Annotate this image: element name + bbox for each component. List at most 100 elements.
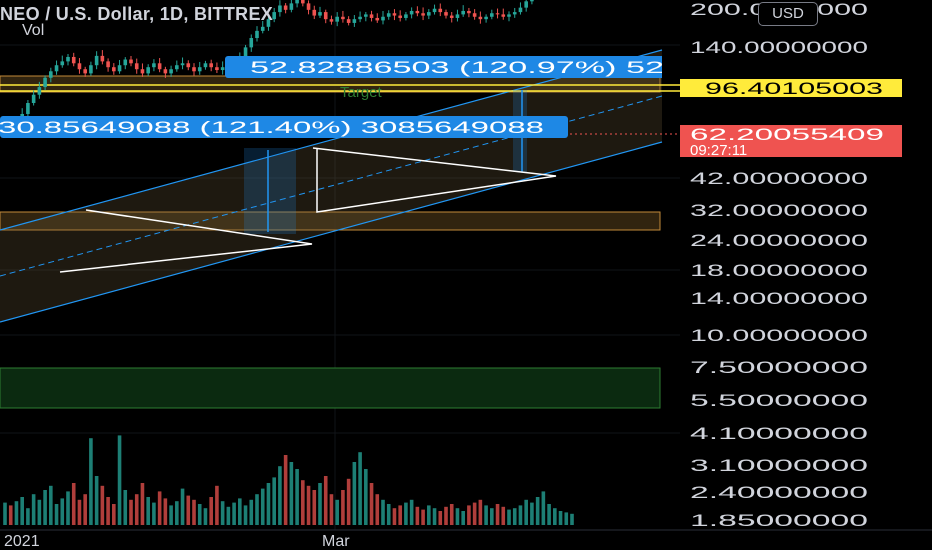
candle-body[interactable]	[301, 0, 305, 4]
candle-body[interactable]	[272, 12, 276, 20]
candle-body[interactable]	[358, 16, 362, 20]
candle-body[interactable]	[404, 14, 408, 18]
candle-body[interactable]	[146, 67, 150, 74]
candle-body[interactable]	[375, 17, 380, 21]
current-price-badge[interactable]	[680, 125, 902, 157]
triangle-pattern-1[interactable]	[59, 209, 313, 273]
candle-body[interactable]	[495, 13, 500, 15]
candle-body[interactable]	[243, 47, 248, 58]
candle-body[interactable]	[318, 12, 322, 16]
candle-body[interactable]	[335, 16, 339, 22]
candle-body[interactable]	[94, 55, 99, 66]
candle-body[interactable]	[461, 10, 465, 15]
candle-body[interactable]	[352, 19, 357, 23]
candle-body[interactable]	[386, 13, 391, 17]
candle-body[interactable]	[398, 15, 402, 18]
candle-body[interactable]	[381, 16, 385, 21]
candle-body[interactable]	[490, 13, 494, 17]
candle-body[interactable]	[323, 12, 328, 20]
triangle-pattern-2[interactable]	[312, 147, 557, 213]
candle-body[interactable]	[364, 14, 368, 17]
candle-body[interactable]	[37, 87, 42, 95]
measure-box-1[interactable]	[244, 148, 296, 234]
volume-legend-label[interactable]: Vol	[22, 22, 45, 39]
candle-body[interactable]	[220, 67, 225, 71]
candle-body[interactable]	[421, 13, 425, 16]
target-price-badge[interactable]	[680, 79, 902, 97]
candle-body[interactable]	[312, 9, 317, 16]
candle-body[interactable]	[455, 14, 460, 18]
candle-body[interactable]	[31, 94, 36, 104]
channel-lower-line[interactable]	[0, 141, 663, 323]
candle-body[interactable]	[295, 0, 299, 4]
candle-body[interactable]	[209, 63, 213, 68]
candle-body[interactable]	[100, 55, 105, 62]
symbol-legend-title[interactable]: NEO / U.S. Dollar, 1D, BITTREX	[0, 4, 274, 24]
candle-body[interactable]	[260, 26, 265, 31]
candle-body[interactable]	[169, 69, 173, 74]
green-demand-zone[interactable]	[0, 367, 661, 409]
candle-body[interactable]	[152, 63, 156, 68]
candle-body[interactable]	[501, 14, 506, 17]
candle-body[interactable]	[409, 10, 414, 15]
candle-body[interactable]	[518, 7, 523, 13]
candle-body[interactable]	[306, 3, 311, 10]
candle-body[interactable]	[43, 77, 47, 88]
candle-body[interactable]	[157, 63, 162, 70]
candle-body[interactable]	[123, 59, 128, 66]
candle-body[interactable]	[329, 19, 334, 22]
candle-body[interactable]	[507, 14, 511, 17]
candle-body[interactable]	[512, 12, 517, 15]
candle-body[interactable]	[197, 67, 202, 72]
candle-body[interactable]	[180, 63, 185, 66]
candle-body[interactable]	[432, 8, 437, 13]
candle-body[interactable]	[175, 65, 179, 70]
candle-body[interactable]	[60, 61, 65, 66]
candle-body[interactable]	[346, 19, 351, 23]
candle-body[interactable]	[484, 16, 488, 20]
candle-body[interactable]	[163, 69, 168, 74]
candle-body[interactable]	[215, 67, 219, 71]
candle-body[interactable]	[192, 67, 196, 72]
candle-body[interactable]	[54, 65, 59, 72]
candle-body[interactable]	[255, 30, 259, 39]
candle-body[interactable]	[283, 5, 288, 10]
candle-body[interactable]	[438, 8, 443, 13]
candle-body[interactable]	[444, 12, 448, 16]
candle-body[interactable]	[49, 71, 53, 78]
candle-body[interactable]	[140, 69, 145, 74]
candle-body[interactable]	[77, 63, 82, 70]
candle-body[interactable]	[26, 103, 30, 114]
candle-body[interactable]	[524, 1, 528, 8]
candle-body[interactable]	[203, 63, 208, 68]
brown-support-zone[interactable]	[0, 211, 661, 231]
candle-body[interactable]	[134, 63, 139, 70]
candle-body[interactable]	[530, 0, 534, 2]
candle-body[interactable]	[427, 12, 431, 16]
volume-bar	[71, 483, 76, 525]
candle-body[interactable]	[89, 65, 93, 74]
candle-body[interactable]	[186, 63, 191, 68]
candle-body[interactable]	[83, 69, 87, 74]
candle-body[interactable]	[467, 10, 471, 14]
candle-body[interactable]	[415, 10, 420, 14]
candle-body[interactable]	[266, 19, 271, 27]
candle-body[interactable]	[449, 15, 454, 18]
candle-body[interactable]	[278, 5, 282, 13]
channel-upper-line[interactable]	[0, 49, 663, 231]
candle-body[interactable]	[106, 61, 110, 68]
candle-body[interactable]	[249, 38, 254, 48]
candle-body[interactable]	[392, 13, 397, 16]
candle-body[interactable]	[341, 16, 345, 20]
candle-body[interactable]	[66, 56, 70, 62]
currency-button[interactable]: USD	[758, 2, 818, 26]
candle-body[interactable]	[71, 56, 76, 64]
candle-body[interactable]	[289, 3, 294, 10]
candle-body[interactable]	[478, 16, 483, 20]
candle-body[interactable]	[129, 59, 133, 64]
candle-body[interactable]	[112, 67, 116, 72]
candle-body[interactable]	[369, 14, 374, 18]
candle-body[interactable]	[117, 65, 122, 72]
candle-body[interactable]	[472, 13, 477, 17]
